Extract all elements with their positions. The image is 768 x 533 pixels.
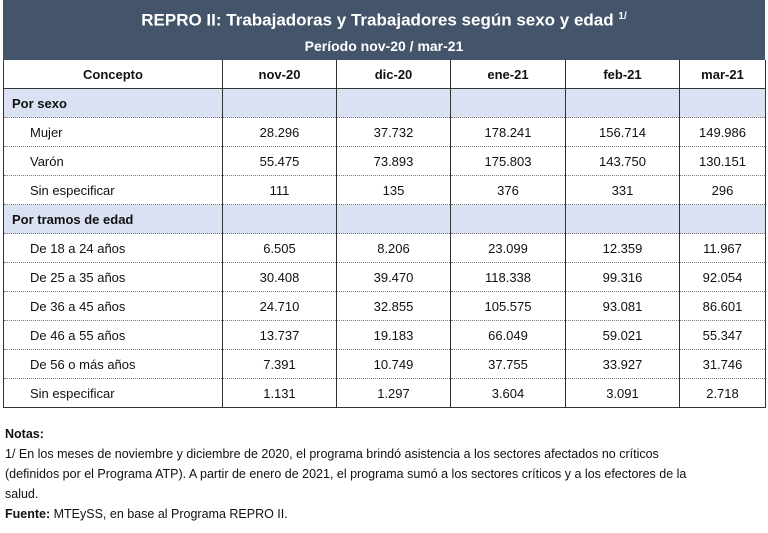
notes-heading: Notas: bbox=[5, 427, 44, 441]
value-cell: 10.749 bbox=[336, 349, 451, 379]
data-table: Concepto nov-20 dic-20 ene-21 feb-21 mar-21 P… bbox=[3, 60, 766, 408]
section-row: Por tramos de edad bbox=[3, 204, 766, 234]
empty-cell bbox=[679, 204, 766, 234]
value-cell: 2.718 bbox=[679, 378, 766, 408]
value-cell: 30.408 bbox=[222, 262, 337, 292]
value-cell: 11.967 bbox=[679, 233, 766, 263]
row-label: Varón bbox=[3, 146, 223, 176]
value-cell: 92.054 bbox=[679, 262, 766, 292]
table-row: Sin especificar 111 135 376 331 296 bbox=[3, 175, 766, 205]
column-header: feb-21 bbox=[565, 60, 680, 89]
empty-cell bbox=[336, 88, 451, 118]
table-title: REPRO II: Trabajadoras y Trabajadores se… bbox=[141, 10, 614, 30]
empty-cell bbox=[565, 204, 680, 234]
row-label: De 46 a 55 años bbox=[3, 320, 223, 350]
value-cell: 8.206 bbox=[336, 233, 451, 263]
value-cell: 28.296 bbox=[222, 117, 337, 147]
value-cell: 31.746 bbox=[679, 349, 766, 379]
source-label: Fuente: bbox=[5, 507, 51, 521]
source-text: MTEySS, en base al Programa REPRO II. bbox=[50, 507, 288, 521]
value-cell: 143.750 bbox=[565, 146, 680, 176]
empty-cell bbox=[565, 88, 680, 118]
empty-cell bbox=[450, 88, 566, 118]
value-cell: 105.575 bbox=[450, 291, 566, 321]
table-row: Mujer 28.296 37.732 178.241 156.714 149.986 bbox=[3, 117, 766, 147]
value-cell: 39.470 bbox=[336, 262, 451, 292]
column-header: ene-21 bbox=[450, 60, 566, 89]
value-cell: 13.737 bbox=[222, 320, 337, 350]
row-label: De 25 a 35 años bbox=[3, 262, 223, 292]
value-cell: 1.297 bbox=[336, 378, 451, 408]
value-cell: 178.241 bbox=[450, 117, 566, 147]
notes: Notas: 1/ En los meses de noviembre y di… bbox=[5, 424, 705, 524]
value-cell: 12.359 bbox=[565, 233, 680, 263]
value-cell: 32.855 bbox=[336, 291, 451, 321]
value-cell: 55.347 bbox=[679, 320, 766, 350]
value-cell: 130.151 bbox=[679, 146, 766, 176]
value-cell: 73.893 bbox=[336, 146, 451, 176]
value-cell: 118.338 bbox=[450, 262, 566, 292]
table-row: De 56 o más años 7.391 10.749 37.755 33.927 3… bbox=[3, 349, 766, 379]
table-subtitle: Período nov-20 / mar-21 bbox=[304, 37, 464, 54]
row-label: Mujer bbox=[3, 117, 223, 147]
title-footnote-ref: 1/ bbox=[618, 11, 627, 22]
table-row: De 25 a 35 años 30.408 39.470 118.338 99.316… bbox=[3, 262, 766, 292]
column-header: Concepto bbox=[3, 60, 223, 89]
value-cell: 331 bbox=[565, 175, 680, 205]
value-cell: 99.316 bbox=[565, 262, 680, 292]
table-row: Sin especificar 1.131 1.297 3.604 3.091 2.718 bbox=[3, 378, 766, 408]
value-cell: 24.710 bbox=[222, 291, 337, 321]
value-cell: 376 bbox=[450, 175, 566, 205]
empty-cell bbox=[222, 204, 337, 234]
value-cell: 175.803 bbox=[450, 146, 566, 176]
value-cell: 33.927 bbox=[565, 349, 680, 379]
table-title-band: REPRO II: Trabajadoras y Trabajadores se… bbox=[3, 0, 765, 60]
row-label: Sin especificar bbox=[3, 378, 223, 408]
section-label: Por tramos de edad bbox=[3, 204, 223, 234]
value-cell: 296 bbox=[679, 175, 766, 205]
empty-cell bbox=[679, 88, 766, 118]
value-cell: 37.732 bbox=[336, 117, 451, 147]
empty-cell bbox=[222, 88, 337, 118]
value-cell: 93.081 bbox=[565, 291, 680, 321]
row-label: De 36 a 45 años bbox=[3, 291, 223, 321]
header-row: Concepto nov-20 dic-20 ene-21 feb-21 mar-21 bbox=[3, 60, 766, 89]
column-header: nov-20 bbox=[222, 60, 337, 89]
value-cell: 149.986 bbox=[679, 117, 766, 147]
empty-cell bbox=[336, 204, 451, 234]
value-cell: 6.505 bbox=[222, 233, 337, 263]
value-cell: 156.714 bbox=[565, 117, 680, 147]
section-row: Por sexo bbox=[3, 88, 766, 118]
row-label: De 56 o más años bbox=[3, 349, 223, 379]
value-cell: 111 bbox=[222, 175, 337, 205]
row-label: De 18 a 24 años bbox=[3, 233, 223, 263]
value-cell: 86.601 bbox=[679, 291, 766, 321]
row-label: Sin especificar bbox=[3, 175, 223, 205]
section-label: Por sexo bbox=[3, 88, 223, 118]
value-cell: 37.755 bbox=[450, 349, 566, 379]
value-cell: 55.475 bbox=[222, 146, 337, 176]
value-cell: 3.604 bbox=[450, 378, 566, 408]
value-cell: 59.021 bbox=[565, 320, 680, 350]
value-cell: 19.183 bbox=[336, 320, 451, 350]
value-cell: 1.131 bbox=[222, 378, 337, 408]
value-cell: 7.391 bbox=[222, 349, 337, 379]
table-row: De 18 a 24 años 6.505 8.206 23.099 12.359 11.… bbox=[3, 233, 766, 263]
column-header: mar-21 bbox=[679, 60, 766, 89]
value-cell: 135 bbox=[336, 175, 451, 205]
value-cell: 66.049 bbox=[450, 320, 566, 350]
table-row: De 36 a 45 años 24.710 32.855 105.575 93.081… bbox=[3, 291, 766, 321]
note-1: 1/ En los meses de noviembre y diciembre… bbox=[5, 447, 687, 501]
table-row: De 46 a 55 años 13.737 19.183 66.049 59.021 5… bbox=[3, 320, 766, 350]
column-header: dic-20 bbox=[336, 60, 451, 89]
value-cell: 3.091 bbox=[565, 378, 680, 408]
empty-cell bbox=[450, 204, 566, 234]
value-cell: 23.099 bbox=[450, 233, 566, 263]
table-row: Varón 55.475 73.893 175.803 143.750 130.151 bbox=[3, 146, 766, 176]
